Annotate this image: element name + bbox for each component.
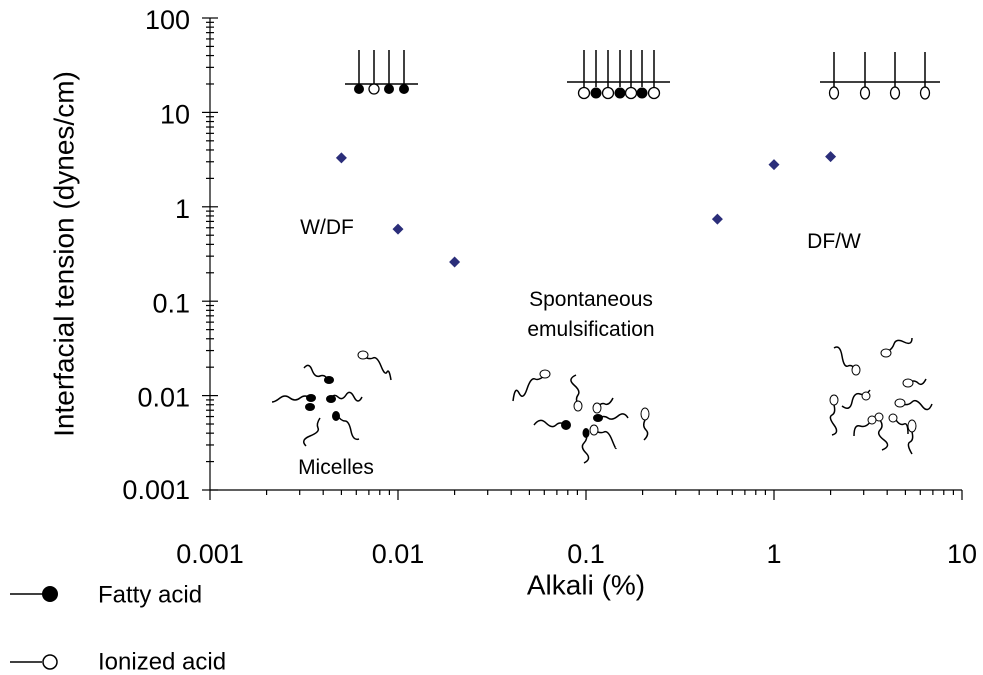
annotation: W/DF (300, 216, 354, 239)
annotation-line: Spontaneous (529, 288, 653, 311)
annotation: DF/W (807, 230, 861, 253)
y-tick-label: 10 (160, 100, 190, 130)
annotation-line: W/DF (300, 216, 354, 239)
x-tick-label: 0.01 (372, 539, 425, 569)
y-tick-label: 0.1 (152, 288, 190, 318)
annotation: Micelles (298, 456, 374, 479)
x-tick-label: 10 (947, 539, 977, 569)
data-point (335, 152, 347, 164)
data-point (449, 256, 461, 268)
x-axis-title: Alkali (%) (527, 569, 645, 600)
y-tick-label: 100 (145, 5, 190, 35)
y-tick-label: 0.001 (122, 475, 190, 505)
data-point (711, 213, 723, 225)
x-tick-label: 0.001 (176, 539, 244, 569)
interface-illustrations (345, 50, 940, 100)
legend-label: Ionized acid (98, 648, 226, 675)
y-tick-label: 0.01 (137, 383, 190, 413)
annotation-line: Micelles (298, 456, 374, 479)
y-tick-label: 1 (175, 194, 190, 224)
y-axis-title: Interfacial tension (dynes/cm) (48, 71, 79, 437)
annotation-line: DF/W (807, 230, 861, 253)
data-point (768, 159, 780, 171)
annotation-line: emulsification (527, 318, 654, 341)
legend-symbols (10, 586, 58, 670)
legend-label: Fatty acid (98, 581, 202, 608)
x-tick-label: 1 (766, 539, 781, 569)
annotation: Spontaneous emulsification (527, 288, 654, 341)
x-tick-label: 0.1 (567, 539, 605, 569)
data-point (392, 223, 404, 235)
micelle-illustrations (271, 337, 933, 464)
data-point (825, 151, 837, 163)
